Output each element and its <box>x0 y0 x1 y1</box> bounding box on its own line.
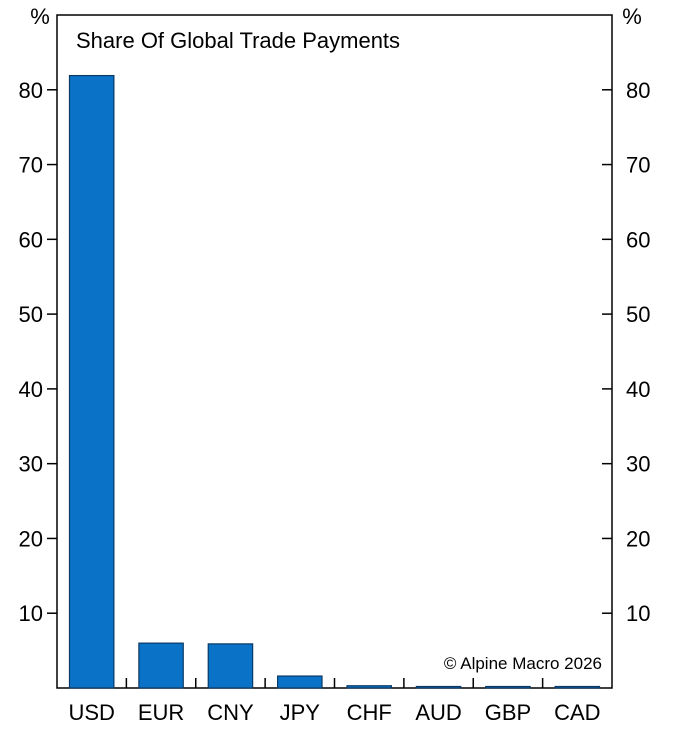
x-tick-label: AUD <box>415 700 461 725</box>
left-y-tick-label: 50 <box>19 302 43 327</box>
right-y-tick-label: 10 <box>626 601 650 626</box>
left-y-tick-label: 40 <box>19 377 43 402</box>
left-y-tick-label: 60 <box>19 227 43 252</box>
right-y-tick-label: 80 <box>626 78 650 103</box>
chart-title: Share Of Global Trade Payments <box>76 28 400 53</box>
bar-cny <box>207 643 254 689</box>
left-y-tick-label: 30 <box>19 452 43 477</box>
bar-aud <box>415 685 462 689</box>
bar-cad <box>554 685 601 689</box>
right-axis-unit: % <box>622 4 642 29</box>
right-y-tick-label: 40 <box>626 377 650 402</box>
bar-jpy <box>277 675 323 689</box>
right-y-axis: 10 20 30 40 50 60 70 80 <box>602 78 650 626</box>
bar-gbp <box>485 685 531 689</box>
x-tick-label: CAD <box>554 700 600 725</box>
bar-chf <box>346 685 392 689</box>
bar-series <box>68 74 601 689</box>
left-y-tick-label: 80 <box>19 78 43 103</box>
x-tick-label: JPY <box>280 700 321 725</box>
left-y-tick-label: 70 <box>19 153 43 178</box>
x-axis: USD EUR CNY JPY CHF AUD GBP CAD <box>68 678 601 725</box>
credit-text: © Alpine Macro 2026 <box>444 654 602 673</box>
right-y-tick-label: 30 <box>626 452 650 477</box>
right-y-tick-label: 70 <box>626 153 650 178</box>
x-tick-label: USD <box>68 700 114 725</box>
left-y-axis: 10 20 30 40 50 60 70 80 <box>19 78 57 626</box>
left-y-tick-label: 10 <box>19 601 43 626</box>
x-tick-label: EUR <box>138 700 184 725</box>
right-y-tick-label: 60 <box>626 227 650 252</box>
bar-eur <box>138 642 184 689</box>
left-axis-unit: % <box>30 4 50 29</box>
plot-frame <box>56 14 613 689</box>
x-tick-label: GBP <box>485 700 531 725</box>
right-y-tick-label: 20 <box>626 526 650 551</box>
x-tick-label: CHF <box>347 700 392 725</box>
x-tick-label: CNY <box>207 700 254 725</box>
right-y-tick-label: 50 <box>626 302 650 327</box>
left-y-tick-label: 20 <box>19 526 43 551</box>
bar-usd <box>68 74 115 689</box>
